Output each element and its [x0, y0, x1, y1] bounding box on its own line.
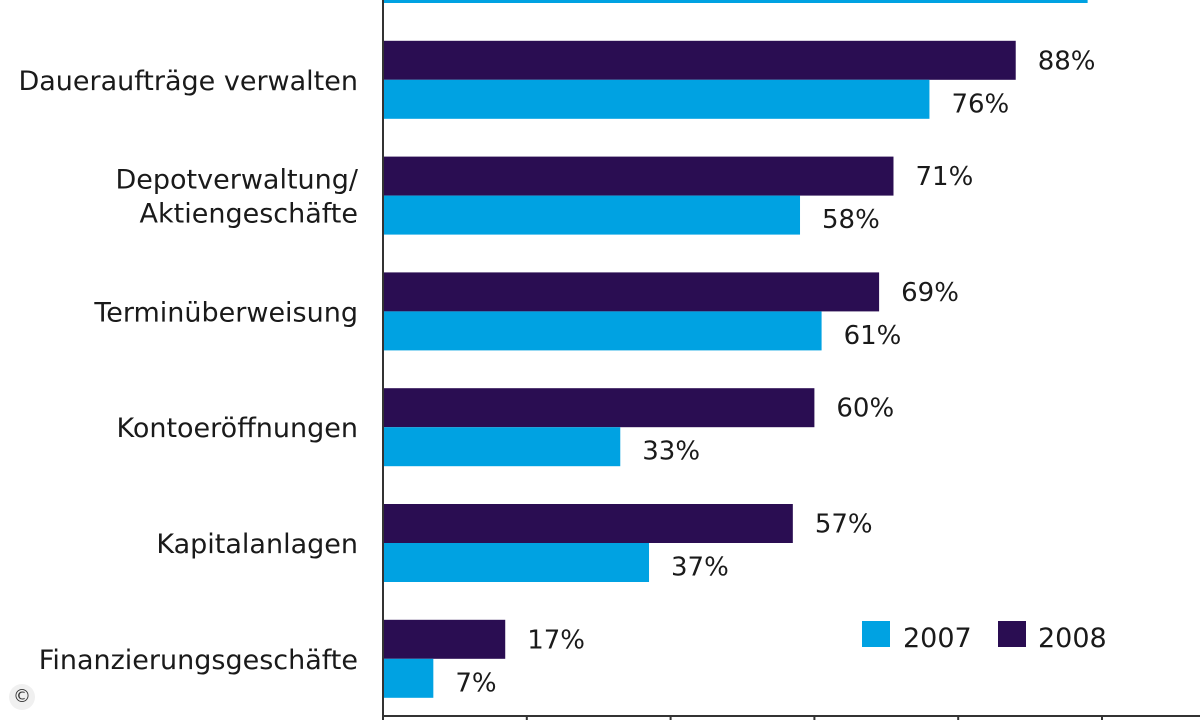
bars-layer: [383, 0, 1088, 698]
value-label-2008: 17%: [527, 625, 585, 655]
value-label-2007: 37%: [671, 553, 729, 583]
category-labels: Daueraufträge verwalten Depotverwaltung/A…: [18, 66, 358, 676]
value-label-2008: 71%: [915, 162, 973, 192]
value-label-2007: 76%: [951, 89, 1009, 119]
category-label: Kapitalanlagen: [156, 529, 358, 560]
bar-2007: [383, 0, 1088, 3]
bar-2008: [383, 388, 815, 428]
value-label-2008: 69%: [901, 278, 959, 308]
category-label: Kontoeröffnungen: [116, 413, 358, 444]
bar-2007: [383, 427, 621, 467]
value-label-2008: 88%: [1038, 46, 1096, 76]
value-labels: 88% 76% 71% 58% 69% 61% 60% 33% 57% 37% 17% 7%: [455, 46, 1095, 698]
value-label-2008: 60%: [836, 394, 894, 424]
category-label: Finanzierungsgeschäfte: [39, 645, 358, 676]
value-label-2008: 57%: [815, 510, 873, 540]
bar-2008: [383, 619, 506, 659]
value-label-2007: 58%: [822, 205, 880, 235]
bar-2008: [383, 504, 793, 543]
legend: 2007 2008: [862, 621, 1107, 654]
legend-swatch-2008: [998, 621, 1026, 647]
category-label: Depotverwaltung/Aktiengeschäfte: [115, 165, 358, 230]
bar-2007: [383, 658, 434, 698]
legend-swatch-2007: [862, 621, 890, 647]
bar-2007: [383, 311, 822, 351]
bar-2008: [383, 272, 880, 312]
value-label-2007: 33%: [642, 437, 700, 467]
value-label-2007: 7%: [455, 668, 496, 698]
category-label: Daueraufträge verwalten: [18, 66, 358, 97]
bar-2007: [383, 543, 650, 582]
value-label-2007: 61%: [844, 321, 902, 351]
bar-2008: [383, 40, 1016, 80]
legend-label-2007: 2007: [903, 623, 972, 654]
bar-2007: [383, 79, 930, 119]
copyright-badge: ©: [9, 684, 35, 710]
bar-2007: [383, 195, 801, 235]
category-label: Terminüberweisung: [93, 297, 358, 328]
bar-2008: [383, 156, 894, 196]
legend-label-2008: 2008: [1038, 623, 1107, 654]
axes-layer: [382, 0, 1200, 720]
